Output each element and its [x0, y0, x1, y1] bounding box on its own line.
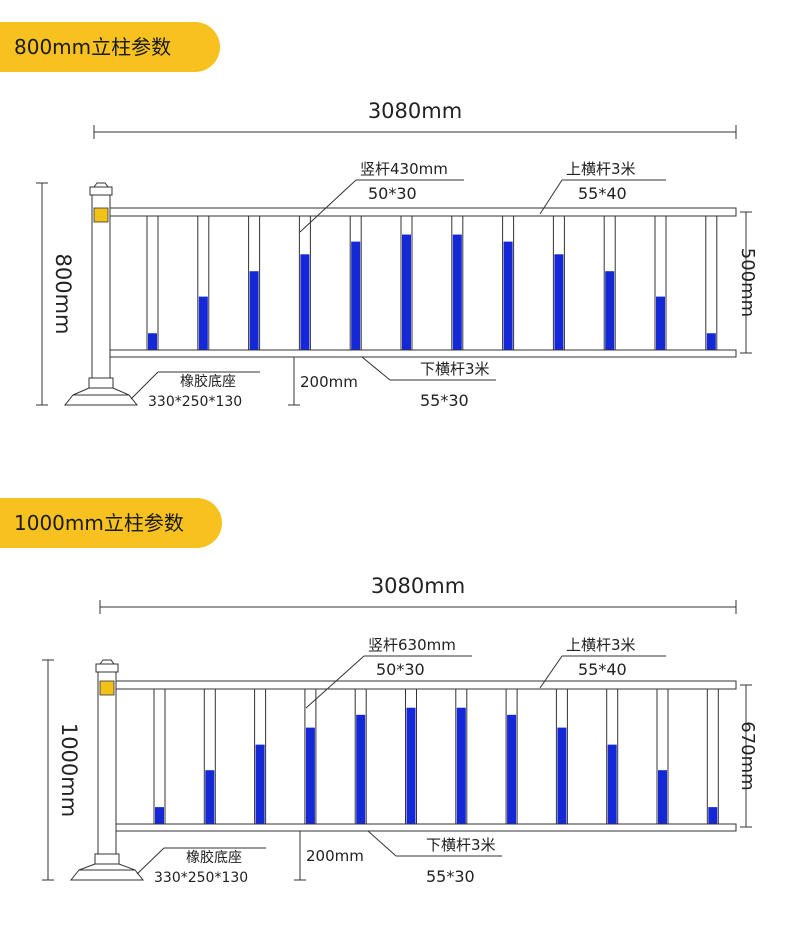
picket-blue-fill — [351, 241, 361, 353]
picket-blue-fill — [656, 296, 665, 353]
leader-line — [539, 179, 563, 215]
base-slope — [72, 387, 130, 396]
panel-height-label: 500mm — [737, 248, 758, 317]
section-800mm: 3080mm 800mm 500mm 竖杆430mm 50*30 上横杆3米 55*40 下横… — [0, 0, 790, 472]
leader-line — [130, 371, 159, 400]
picket-blue-fill — [198, 296, 208, 353]
bottom-rail-label: 下横杆3米 — [420, 360, 490, 378]
picket-blue-fill — [607, 744, 617, 827]
fence-diagram: 3080mm 1000mm 670mm 竖杆630mm 50*30 上横杆3米 55*40 下… — [42, 574, 758, 886]
picket-blue-fill — [205, 770, 215, 827]
picket-blue-fill — [708, 807, 718, 827]
base-spec: 330*250*130 — [154, 870, 248, 886]
total-width-label: 3080mm — [368, 99, 462, 123]
top-rail-spec: 55*40 — [578, 184, 627, 203]
picket-blue-fill — [605, 271, 615, 353]
bottom-rail — [115, 823, 737, 832]
bottom-rail-spec: 55*30 — [420, 391, 469, 410]
leader-line — [305, 655, 365, 709]
base-label: 橡胶底座 — [186, 849, 242, 866]
top-rail — [109, 207, 737, 217]
rubber-base — [63, 394, 139, 406]
picket — [706, 684, 719, 828]
picket-spec: 50*30 — [368, 184, 417, 203]
top-rail-label: 上横杆3米 — [566, 160, 636, 178]
post-cap-top — [99, 659, 115, 665]
picket-blue-fill — [356, 714, 366, 827]
post-cap-top — [93, 182, 109, 188]
picket-blue-fill — [406, 707, 416, 827]
top-rail-spec: 55*40 — [578, 660, 627, 679]
post-cap — [95, 663, 119, 673]
leader-line — [361, 356, 391, 381]
picket-blue-fill — [507, 714, 517, 827]
picket — [146, 211, 159, 354]
post-collar — [94, 853, 120, 865]
picket-blue-fill — [503, 241, 513, 353]
picket-label: 竖杆430mm — [360, 160, 448, 178]
post — [91, 194, 111, 379]
picket — [705, 211, 718, 354]
picket-spec: 50*30 — [376, 660, 425, 679]
picket — [153, 684, 166, 828]
base-label: 橡胶底座 — [180, 373, 236, 390]
bottom-rail — [109, 349, 737, 358]
fence-diagram: 3080mm 800mm 500mm 竖杆430mm 50*30 上横杆3米 55*40 下横… — [36, 99, 758, 410]
post-height-label: 1000mm — [57, 723, 81, 817]
post-height-label: 800mm — [51, 254, 75, 335]
picket-blue-fill — [255, 744, 265, 827]
post-cap — [89, 186, 113, 196]
picket-blue-fill — [300, 254, 310, 353]
leader-line — [299, 179, 357, 233]
base-slope — [78, 863, 136, 871]
picket-blue-fill — [452, 234, 462, 353]
picket-blue-fill — [305, 727, 315, 827]
picket-blue-fill — [456, 707, 466, 827]
top-rail-label: 上横杆3米 — [566, 636, 636, 654]
ground-gap-label: 200mm — [306, 847, 364, 865]
bottom-rail-label: 下横杆3米 — [426, 836, 496, 854]
post-collar — [88, 377, 114, 389]
ground-gap-label: 200mm — [300, 373, 358, 391]
picket-blue-fill — [554, 254, 564, 353]
picket-blue-fill — [249, 271, 259, 353]
picket-blue-fill — [557, 727, 567, 827]
rubber-base — [69, 869, 145, 881]
picket-blue-fill — [706, 333, 716, 353]
total-width-label: 3080mm — [371, 574, 465, 598]
section-1000mm: 3080mm 1000mm 670mm 竖杆630mm 50*30 上横杆3米 55*40 下… — [0, 472, 790, 944]
section-title: 1000mm立柱参数 — [0, 498, 222, 548]
leader-line — [136, 847, 165, 875]
base-spec: 330*250*130 — [148, 394, 242, 410]
picket-blue-fill — [155, 807, 164, 827]
picket-label: 竖杆630mm — [368, 636, 456, 654]
leader-line — [367, 830, 397, 857]
bottom-rail-spec: 55*30 — [426, 867, 475, 886]
top-rail — [115, 680, 737, 690]
picket-blue-fill — [658, 770, 667, 827]
panel-height-label: 670mm — [737, 721, 758, 790]
picket-blue-fill — [402, 234, 411, 353]
reflector — [93, 207, 109, 223]
picket-blue-fill — [148, 333, 157, 353]
leader-line — [539, 655, 563, 689]
reflector — [99, 680, 115, 696]
post — [97, 671, 117, 855]
section-title: 800mm立柱参数 — [0, 22, 220, 72]
